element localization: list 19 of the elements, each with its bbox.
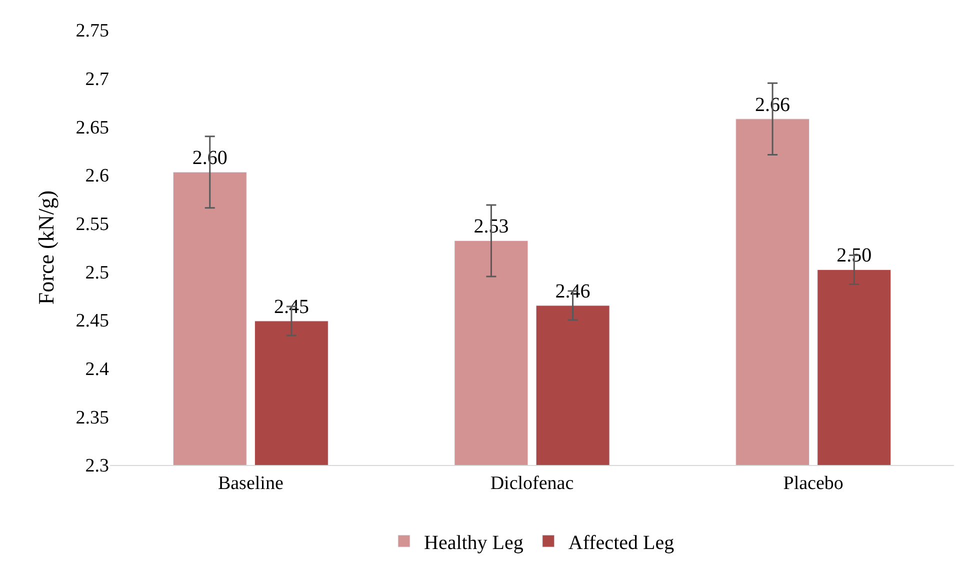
x-tick-label: Placebo (783, 472, 844, 494)
data-label: 2.46 (555, 280, 590, 302)
y-tick-label: 2.55 (76, 214, 109, 235)
y-tick-label: 2.45 (76, 310, 109, 332)
legend-label: Affected Leg (568, 532, 674, 554)
y-tick-label: 2.3 (85, 456, 109, 477)
y-tick-label: 2.35 (76, 407, 109, 428)
y-tick-label: 2.75 (76, 20, 109, 42)
y-axis-title: Force (kN/g) (34, 190, 59, 305)
x-tick-label: Diclofenac (490, 472, 574, 494)
y-tick-label: 2.4 (85, 358, 110, 380)
y-tick-label: 2.5 (85, 262, 109, 284)
y-tick-label: 2.6 (85, 166, 109, 187)
y-tick-label: 2.7 (85, 68, 109, 90)
data-label: 2.50 (836, 244, 872, 267)
data-label: 2.45 (274, 296, 309, 318)
x-tick-label: Baseline (218, 472, 284, 494)
y-tick-label: 2.65 (76, 117, 109, 138)
legend-label: Healthy Leg (424, 532, 524, 554)
